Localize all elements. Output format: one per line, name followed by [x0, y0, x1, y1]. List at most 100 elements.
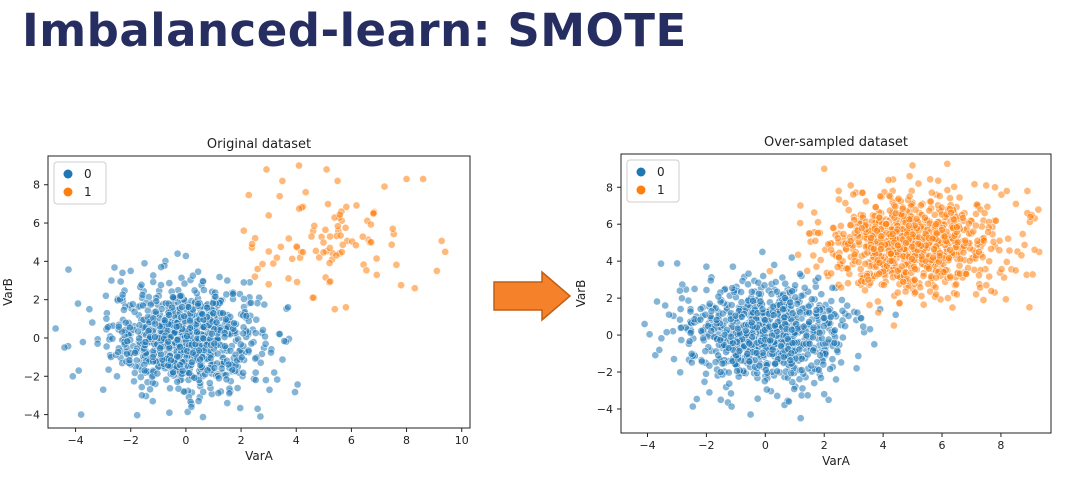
data-point-class-0: [837, 358, 845, 367]
data-point-class-0: [753, 394, 762, 403]
data-point-class-0: [172, 322, 181, 331]
data-point-class-0: [273, 375, 282, 384]
data-point-class-1: [293, 278, 301, 286]
data-point-class-0: [768, 345, 777, 354]
data-point-class-1: [324, 200, 332, 208]
data-point-class-0: [150, 332, 159, 341]
data-point-class-0: [870, 340, 879, 349]
x-tick-label: 0: [762, 439, 769, 452]
data-point-class-0: [221, 342, 229, 351]
data-point-class-0: [265, 385, 274, 394]
data-point-class-1: [898, 204, 907, 213]
data-point-class-1: [944, 294, 952, 302]
data-point-class-0: [225, 389, 234, 398]
data-point-class-1: [950, 182, 959, 191]
data-point-class-1: [812, 262, 821, 271]
data-point-class-1: [927, 188, 936, 197]
data-point-class-0: [205, 379, 214, 387]
data-point-class-0: [236, 340, 245, 349]
data-point-class-0: [203, 366, 212, 375]
data-point-class-1: [369, 209, 378, 218]
data-point-class-0: [745, 339, 754, 348]
data-point-class-0: [79, 338, 87, 346]
data-point-class-0: [838, 296, 846, 304]
data-point-class-1: [924, 264, 933, 273]
data-point-class-0: [218, 309, 227, 318]
x-tick-label: 6: [939, 439, 946, 452]
data-point-class-1: [982, 181, 991, 190]
data-point-class-1: [397, 281, 405, 290]
data-point-class-1: [861, 259, 870, 268]
data-point-class-1: [275, 192, 284, 201]
data-point-class-0: [833, 346, 842, 355]
data-point-class-0: [193, 328, 201, 336]
data-point-class-0: [640, 320, 649, 328]
data-point-class-1: [380, 182, 389, 191]
data-point-class-0: [696, 304, 705, 313]
data-point-class-1: [952, 280, 961, 289]
data-point-class-1: [952, 223, 961, 232]
data-point-class-1: [959, 248, 968, 257]
data-point-class-0: [809, 333, 817, 342]
data-point-class-1: [441, 247, 450, 256]
data-point-class-0: [790, 385, 799, 393]
data-point-class-1: [326, 277, 335, 286]
data-point-class-0: [151, 307, 160, 316]
data-point-class-1: [874, 308, 883, 317]
data-point-class-0: [77, 410, 85, 419]
data-point-class-1: [985, 272, 994, 281]
data-point-class-0: [85, 305, 94, 314]
data-point-class-0: [770, 260, 779, 269]
data-point-class-1: [284, 274, 293, 283]
data-point-class-0: [242, 311, 251, 320]
data-point-class-0: [854, 352, 863, 360]
data-point-class-0: [676, 368, 685, 377]
data-point-class-1: [367, 238, 376, 247]
y-tick-label: −4: [24, 409, 40, 422]
data-point-class-0: [779, 353, 788, 361]
data-point-class-1: [837, 283, 845, 292]
data-point-class-0: [662, 328, 671, 337]
y-tick-label: 6: [33, 217, 40, 230]
data-point-class-1: [905, 192, 914, 201]
data-point-class-0: [214, 374, 223, 383]
data-point-class-0: [699, 334, 707, 343]
data-point-class-0: [251, 354, 260, 363]
data-point-class-0: [795, 375, 804, 384]
data-point-class-1: [827, 269, 836, 278]
data-point-class-0: [141, 338, 150, 346]
data-point-class-1: [1023, 187, 1032, 195]
data-point-class-0: [206, 354, 215, 362]
data-point-class-0: [190, 373, 199, 382]
data-point-class-1: [917, 201, 925, 210]
x-tick-label: 10: [455, 434, 469, 447]
data-point-class-1: [814, 229, 822, 237]
data-point-class-0: [716, 336, 725, 344]
data-point-class-0: [165, 310, 173, 319]
data-point-class-0: [153, 369, 162, 378]
data-point-class-1: [250, 272, 259, 281]
data-point-class-1: [928, 234, 937, 243]
data-point-class-1: [870, 244, 878, 253]
data-point-class-1: [307, 232, 316, 241]
data-point-class-1: [372, 270, 381, 279]
data-point-class-1: [911, 288, 920, 297]
data-point-class-1: [336, 231, 345, 240]
data-point-class-1: [945, 253, 953, 262]
data-point-class-1: [322, 165, 331, 174]
data-point-class-1: [310, 221, 319, 230]
data-point-class-0: [212, 318, 221, 327]
data-point-class-0: [758, 247, 767, 256]
data-point-class-1: [961, 236, 970, 245]
data-point-class-0: [68, 372, 77, 381]
data-point-class-1: [873, 226, 881, 235]
y-tick-label: 4: [606, 255, 613, 268]
data-point-class-0: [176, 342, 184, 351]
data-point-class-0: [796, 269, 804, 278]
data-point-class-0: [866, 325, 874, 334]
data-point-class-0: [786, 356, 795, 365]
data-point-class-0: [733, 367, 741, 375]
data-point-class-1: [987, 287, 996, 295]
data-point-class-0: [729, 262, 737, 271]
data-point-class-1: [964, 219, 973, 228]
